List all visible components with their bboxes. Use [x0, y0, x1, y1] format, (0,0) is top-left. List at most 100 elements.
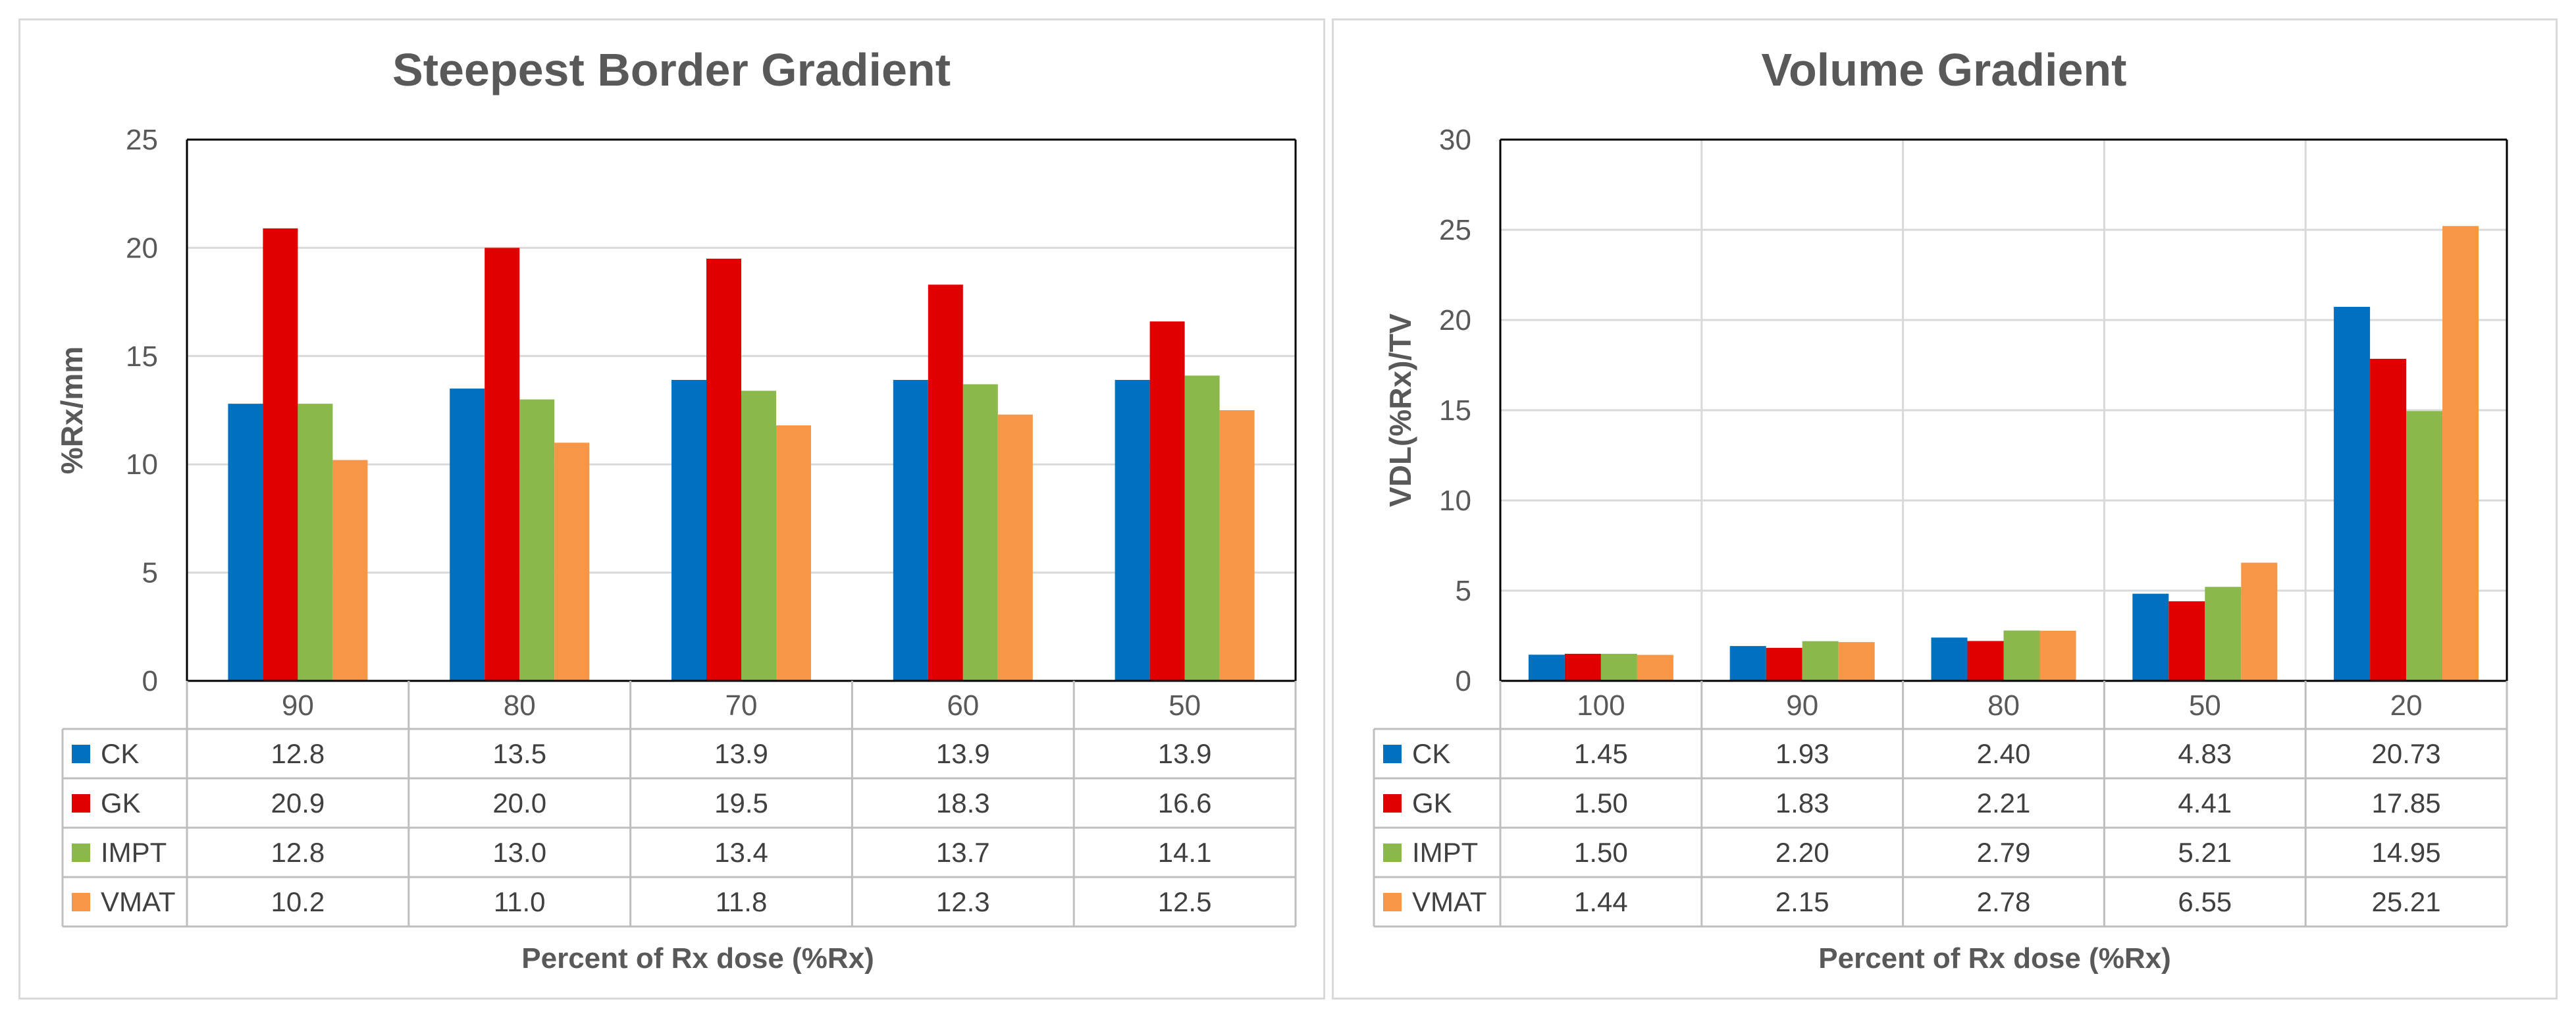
- bar-vmat-50: [1219, 410, 1255, 681]
- y-tick-label: 0: [142, 665, 158, 697]
- x-category-label: 70: [725, 689, 758, 722]
- bar-ck-90: [1729, 646, 1766, 681]
- bar-vmat-90: [332, 460, 368, 681]
- bar-impt-60: [962, 384, 998, 681]
- y-tick-label: 15: [126, 340, 158, 373]
- y-tick-label: 10: [126, 448, 158, 481]
- x-category-label: 80: [504, 689, 536, 722]
- bar-gk-20: [2370, 358, 2407, 681]
- bar-gk-60: [928, 284, 963, 681]
- data-cell: 13.9: [714, 738, 768, 769]
- data-cell: 5.21: [2178, 837, 2232, 868]
- chart-1: Volume Gradient 0 5 10 15 20 25 30 100 90 80 50 20 CK…: [1373, 44, 2508, 975]
- data-cell: 2.20: [1775, 837, 1829, 868]
- bar-gk-90: [1766, 647, 1802, 681]
- data-cell: 1.93: [1775, 738, 1829, 769]
- y-tick-label: 5: [142, 557, 158, 589]
- data-cell: 13.5: [492, 738, 546, 769]
- legend-swatch-impt: [1383, 844, 1402, 862]
- bar-ck-100: [1528, 655, 1565, 681]
- x-axis-label: Percent of Rx dose (%Rx): [1818, 942, 2170, 975]
- bar-impt-100: [1600, 653, 1637, 681]
- y-axis-label: VDL(%Rx)/TV: [1383, 313, 1417, 507]
- bar-ck-20: [2334, 306, 2371, 681]
- x-category-label: 50: [2189, 689, 2221, 722]
- data-cell: 10.2: [271, 886, 325, 917]
- data-cell: 2.78: [1977, 886, 2031, 917]
- y-axis-label: %Rx/mm: [55, 346, 89, 474]
- bar-impt-50: [2205, 587, 2242, 681]
- bar-impt-80: [2003, 630, 2040, 681]
- bar-ck-70: [671, 379, 706, 681]
- legend-label-impt: IMPT: [101, 837, 167, 868]
- legend-swatch-gk: [72, 794, 90, 813]
- data-cell: 4.83: [2178, 738, 2232, 769]
- data-cell: 1.83: [1775, 788, 1829, 818]
- legend-swatch-ck: [1383, 745, 1402, 763]
- y-tick-label: 25: [126, 124, 158, 156]
- x-category-label: 90: [1786, 689, 1818, 722]
- bar-impt-70: [741, 390, 776, 681]
- bar-ck-80: [1931, 637, 1968, 681]
- bar-vmat-70: [776, 425, 811, 681]
- data-cell: 13.9: [936, 738, 990, 769]
- legend-label-impt: IMPT: [1412, 837, 1478, 868]
- x-category-label: 100: [1577, 689, 1625, 722]
- legend-label-vmat: VMAT: [101, 886, 176, 917]
- data-cell: 13.4: [714, 837, 768, 868]
- bar-ck-50: [1115, 379, 1150, 681]
- data-cell: 14.95: [2372, 837, 2441, 868]
- data-cell: 13.7: [936, 837, 990, 868]
- legend-label-ck: CK: [101, 738, 139, 769]
- y-tick-label: 25: [1439, 214, 1471, 246]
- y-tick-label: 5: [1456, 575, 1471, 607]
- x-category-label: 80: [1987, 689, 2020, 722]
- legend-swatch-gk: [1383, 794, 1402, 813]
- data-cell: 1.44: [1574, 886, 1628, 917]
- x-category-label: 60: [947, 689, 979, 722]
- bar-vmat-80: [2039, 630, 2076, 681]
- data-cell: 13.9: [1158, 738, 1212, 769]
- bar-impt-80: [519, 399, 555, 681]
- bar-gk-80: [1967, 641, 2004, 681]
- bar-vmat-80: [554, 442, 590, 681]
- bar-vmat-100: [1637, 655, 1673, 681]
- data-cell: 13.0: [492, 837, 546, 868]
- bar-impt-90: [298, 404, 333, 681]
- legend-label-gk: GK: [101, 788, 141, 818]
- data-cell: 1.50: [1574, 837, 1628, 868]
- data-cell: 25.21: [2372, 886, 2441, 917]
- x-axis-label: Percent of Rx dose (%Rx): [521, 942, 874, 975]
- legend-label-gk: GK: [1412, 788, 1452, 818]
- bar-vmat-90: [1838, 642, 1875, 681]
- legend-swatch-impt: [72, 844, 90, 862]
- data-cell: 12.8: [271, 738, 325, 769]
- data-cell: 1.45: [1574, 738, 1628, 769]
- chart-0: Steepest Border Gradient 0 5 10 15 20 25 90 80 70…: [55, 44, 1297, 975]
- legend-swatch-vmat: [72, 893, 90, 911]
- data-cell: 20.73: [2372, 738, 2441, 769]
- data-cell: 20.9: [271, 788, 325, 818]
- data-cell: 2.79: [1977, 837, 2031, 868]
- bar-impt-50: [1184, 375, 1220, 681]
- legend-label-ck: CK: [1412, 738, 1450, 769]
- bar-vmat-20: [2442, 226, 2479, 682]
- data-cell: 12.3: [936, 886, 990, 917]
- bar-ck-60: [893, 379, 928, 681]
- bar-vmat-50: [2241, 562, 2278, 681]
- data-cell: 11.8: [716, 886, 768, 917]
- data-cell: 6.55: [2178, 886, 2232, 917]
- data-cell: 20.0: [492, 788, 546, 818]
- data-cell: 4.41: [2178, 788, 2232, 818]
- bar-gk-100: [1564, 653, 1601, 681]
- bar-ck-90: [228, 404, 263, 681]
- bar-gk-50: [2169, 601, 2205, 681]
- chart-title: Volume Gradient: [1762, 44, 2127, 95]
- data-cell: 2.40: [1977, 738, 2031, 769]
- y-tick-label: 20: [1439, 304, 1471, 336]
- bar-gk-50: [1149, 321, 1185, 681]
- y-tick-label: 10: [1439, 485, 1471, 517]
- y-tick-label: 20: [126, 232, 158, 264]
- x-category-label: 50: [1169, 689, 1201, 722]
